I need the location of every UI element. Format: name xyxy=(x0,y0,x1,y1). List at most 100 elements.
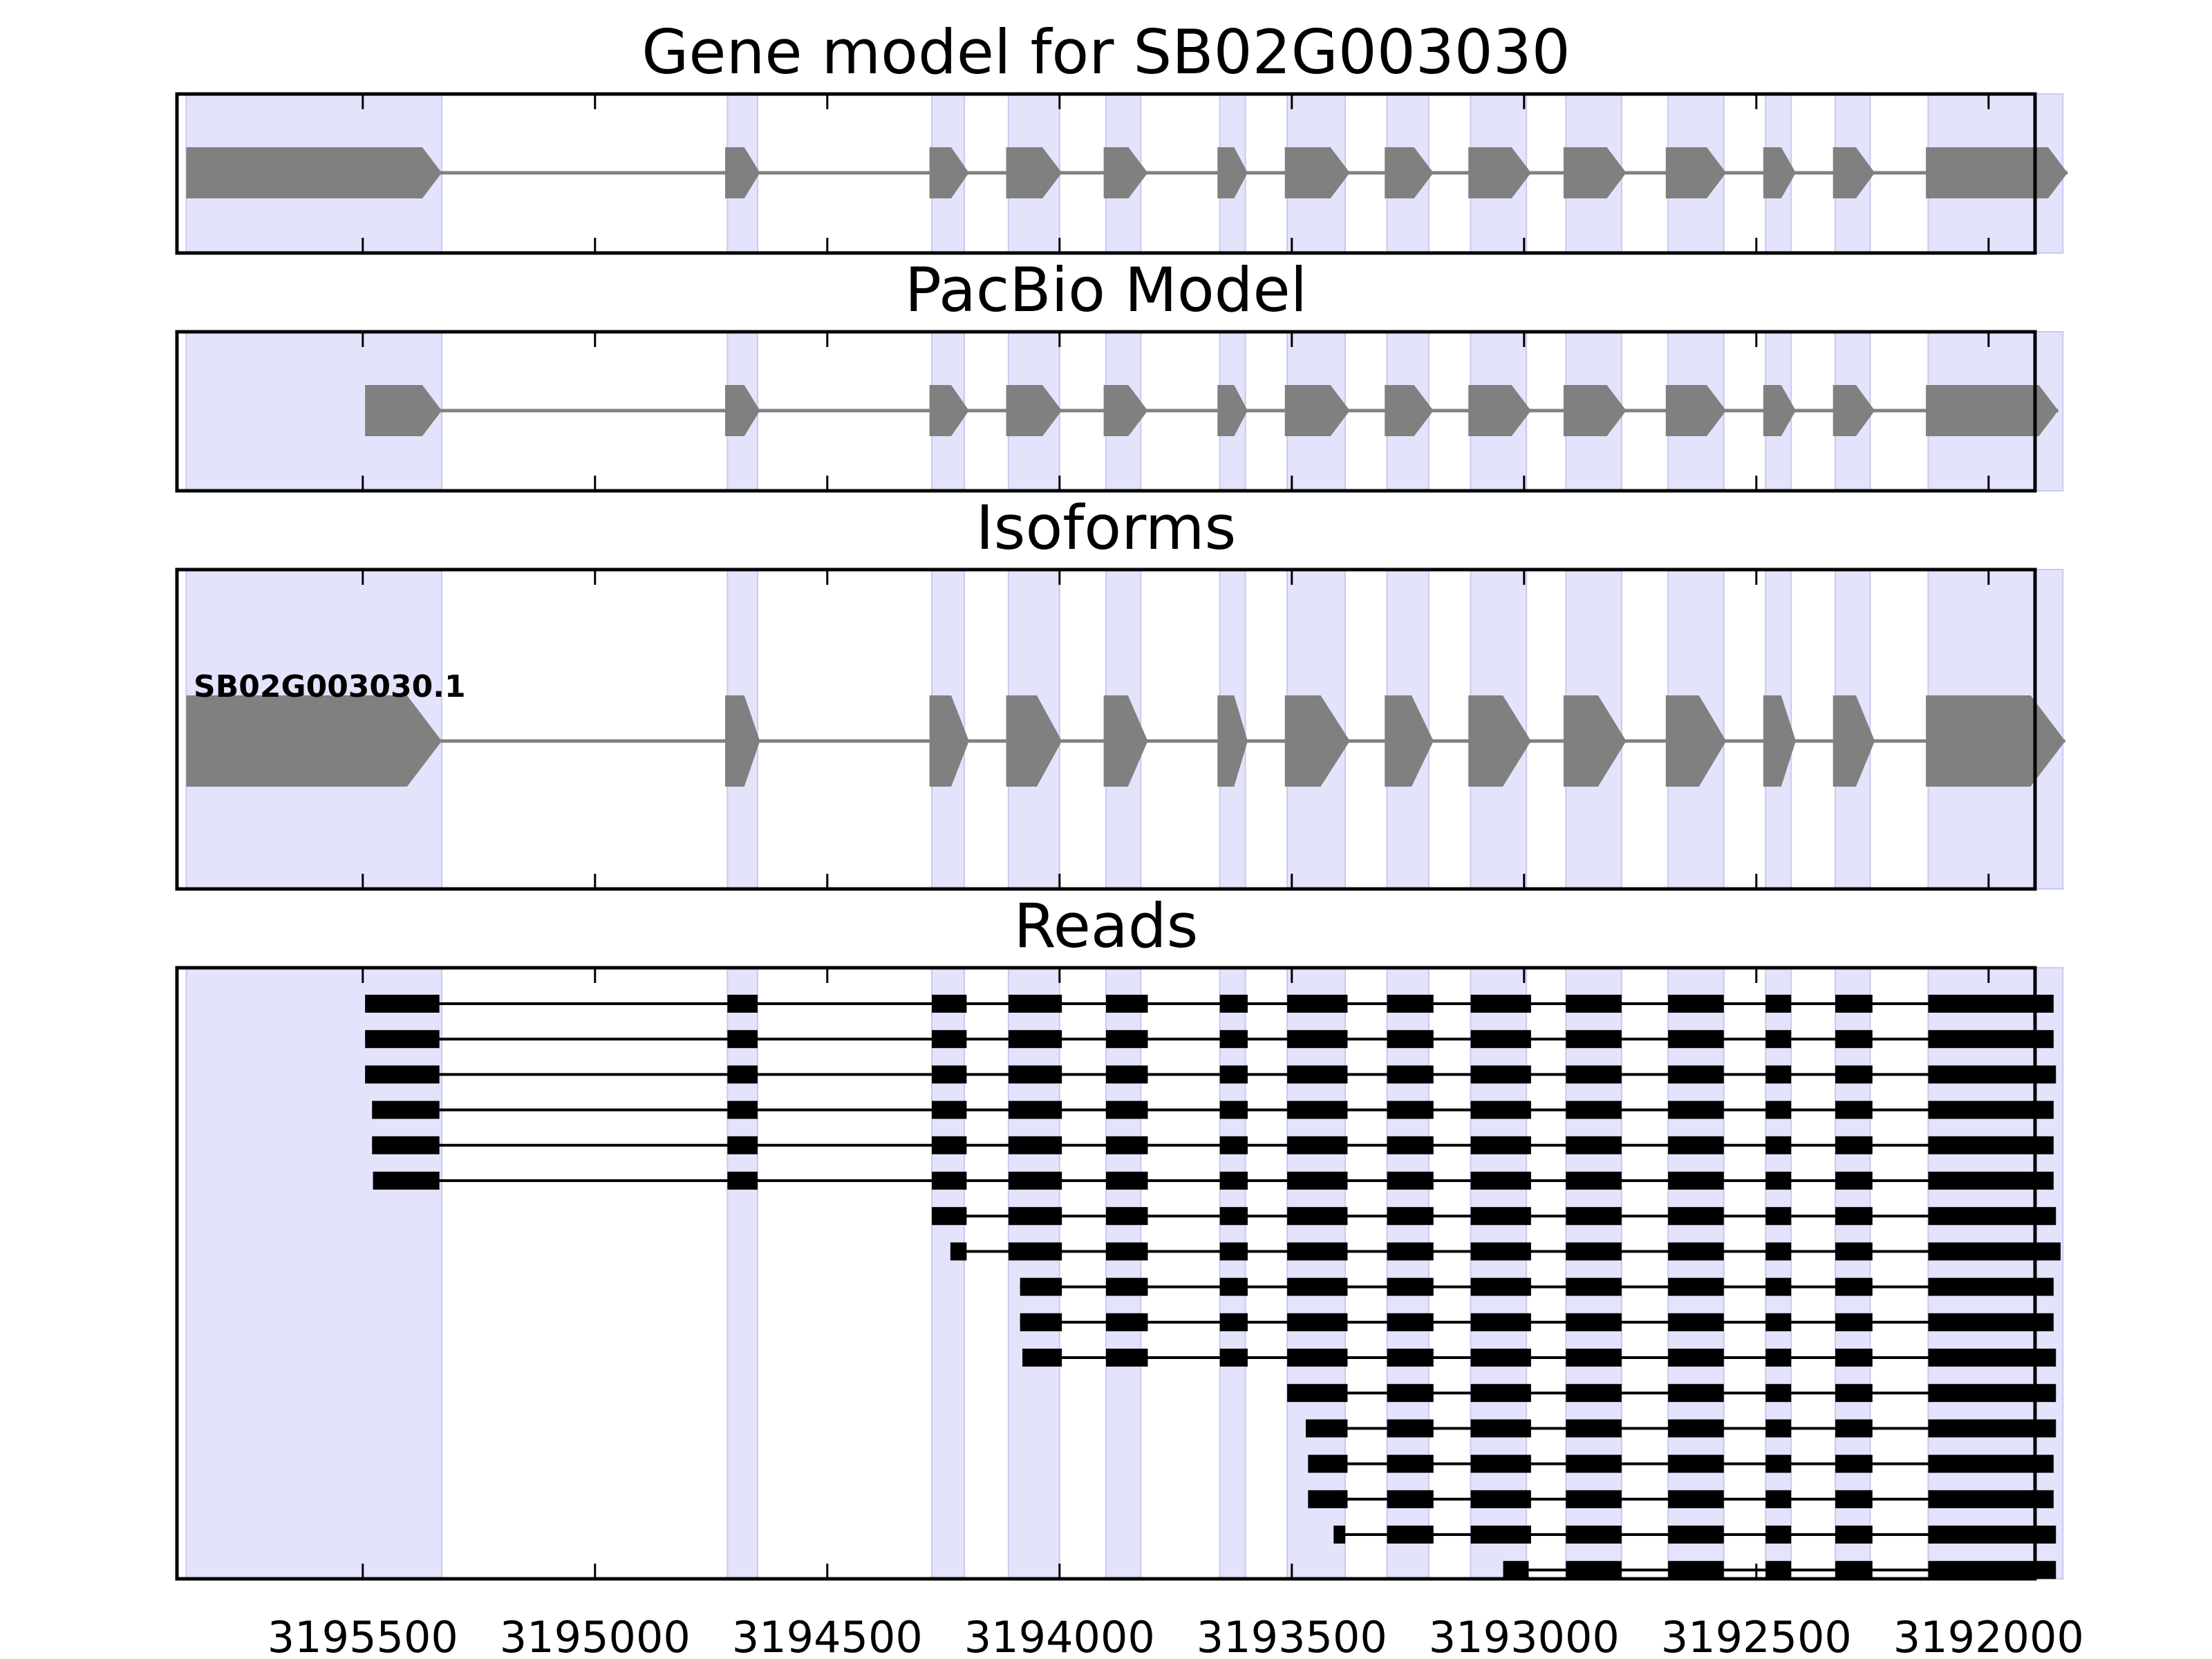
read-exon-block xyxy=(1566,1242,1622,1261)
read-exon-block xyxy=(1287,1207,1348,1226)
read-exon-block xyxy=(1387,1242,1434,1261)
read-exon-block xyxy=(1333,1526,1346,1544)
read-exon-block xyxy=(1470,1419,1531,1438)
read-exon-block xyxy=(1928,1561,2056,1580)
read-exon-block xyxy=(1287,1100,1348,1119)
read-exon-block xyxy=(1835,1100,1873,1119)
read-exon-block xyxy=(1106,1172,1148,1190)
exon-arrow xyxy=(1763,695,1796,787)
panel-frame xyxy=(175,966,2037,1581)
read-exon-block xyxy=(1835,1419,1873,1438)
highlight-region xyxy=(1219,967,1246,1580)
read-exon-block xyxy=(1503,1561,1529,1580)
read-exon-block xyxy=(1765,1242,1792,1261)
read-exon-block xyxy=(727,1030,758,1049)
read-exon-block xyxy=(1008,1172,1062,1190)
read-exon-block xyxy=(1835,1065,1873,1084)
read-exon-block xyxy=(932,995,967,1013)
read-exon-block xyxy=(1928,1454,2054,1473)
read-exon-block xyxy=(1387,995,1434,1013)
read-exon-block xyxy=(1928,1065,2056,1084)
read-exon-block xyxy=(1219,1242,1248,1261)
read-exon-block xyxy=(1835,1313,1873,1331)
read-exon-block xyxy=(1008,1207,1062,1226)
exon-arrow xyxy=(724,147,760,198)
read-exon-block xyxy=(1835,995,1873,1013)
highlight-region xyxy=(1667,967,1725,1580)
read-exon-block xyxy=(1668,1526,1724,1544)
read-exon-block xyxy=(1765,1384,1792,1403)
highlight-region xyxy=(1105,967,1142,1580)
read-exon-block xyxy=(1287,1277,1348,1296)
read-exon-block xyxy=(1668,1490,1724,1508)
read-exon-block xyxy=(1928,1419,2056,1438)
panel-isoforms: Isoforms SB02G003030.1 xyxy=(175,492,2065,891)
highlight-region xyxy=(931,967,966,1580)
exon-arrow xyxy=(1665,695,1727,787)
exon-arrow xyxy=(1103,385,1148,436)
read-exon-block xyxy=(1765,1100,1792,1119)
panel-title-gene-model: Gene model for SB02G003030 xyxy=(641,17,1571,88)
exon-arrow xyxy=(186,147,442,198)
panel-frame xyxy=(175,568,2037,891)
read-exon-block xyxy=(1106,1207,1148,1226)
read-exon-block xyxy=(727,1136,758,1154)
read-exon-block xyxy=(950,1242,967,1261)
exon-arrow xyxy=(1006,385,1062,436)
read-exon-block xyxy=(932,1065,967,1084)
read-exon-block xyxy=(727,995,758,1013)
read-exon-block xyxy=(1668,1561,1724,1580)
read-exon-block xyxy=(1470,1454,1531,1473)
read-exon-block xyxy=(1928,1207,2056,1226)
highlight-region xyxy=(1565,967,1622,1580)
read-exon-block xyxy=(1668,1030,1724,1049)
read-exon-block xyxy=(1470,1242,1531,1261)
read-exon-block xyxy=(1106,1242,1148,1261)
read-exon-block xyxy=(727,1172,758,1190)
x-tick-label: 3194000 xyxy=(964,1612,1155,1659)
read-exon-block xyxy=(1219,1100,1248,1119)
read-exon-block xyxy=(1470,1490,1531,1508)
read-exon-block xyxy=(1287,1030,1348,1049)
read-exon-block xyxy=(1470,1030,1531,1049)
read-exon-block xyxy=(1219,1277,1248,1296)
read-exon-block xyxy=(1308,1454,1348,1473)
read-exon-block xyxy=(1387,1030,1434,1049)
read-exon-block xyxy=(1470,1277,1531,1296)
read-exon-block xyxy=(1008,1242,1062,1261)
read-exon-block xyxy=(1387,1207,1434,1226)
exon-arrow xyxy=(1563,147,1627,198)
read-exon-block xyxy=(1305,1419,1348,1438)
exon-arrow xyxy=(1833,695,1875,787)
read-exon-block xyxy=(1387,1277,1434,1296)
read-exon-block xyxy=(1106,1277,1148,1296)
read-exon-block xyxy=(1928,1242,2061,1261)
highlight-region xyxy=(1386,967,1430,1580)
read-exon-block xyxy=(1765,1136,1792,1154)
read-exon-block xyxy=(1566,995,1622,1013)
read-exon-block xyxy=(1387,1490,1434,1508)
exon-arrow xyxy=(1217,695,1248,787)
read-exon-block xyxy=(1566,1419,1622,1438)
read-exon-block xyxy=(1287,1172,1348,1190)
x-tick-label: 3192000 xyxy=(1893,1612,2084,1659)
panel-frame xyxy=(175,92,2037,255)
read-exon-block xyxy=(1765,1030,1792,1049)
read-exon-block xyxy=(1106,1313,1148,1331)
exon-arrow xyxy=(1665,147,1727,198)
read-exon-block xyxy=(1219,1313,1248,1331)
read-exon-block xyxy=(1566,1313,1622,1331)
read-exon-block xyxy=(1928,1313,2054,1331)
panel-reads: Reads xyxy=(175,890,2064,1581)
read-exon-block xyxy=(1668,1419,1724,1438)
exon-arrow xyxy=(1006,695,1062,787)
read-exon-block xyxy=(1928,1384,2056,1403)
read-exon-block xyxy=(1219,1349,1248,1367)
read-exon-block xyxy=(1835,1349,1873,1367)
read-exon-block xyxy=(1219,995,1248,1013)
read-exon-block xyxy=(1835,1242,1873,1261)
read-exon-block xyxy=(1287,1349,1348,1367)
read-exon-block xyxy=(1765,1277,1792,1296)
read-exon-block xyxy=(1928,1136,2054,1154)
read-exon-block xyxy=(1928,1349,2056,1367)
